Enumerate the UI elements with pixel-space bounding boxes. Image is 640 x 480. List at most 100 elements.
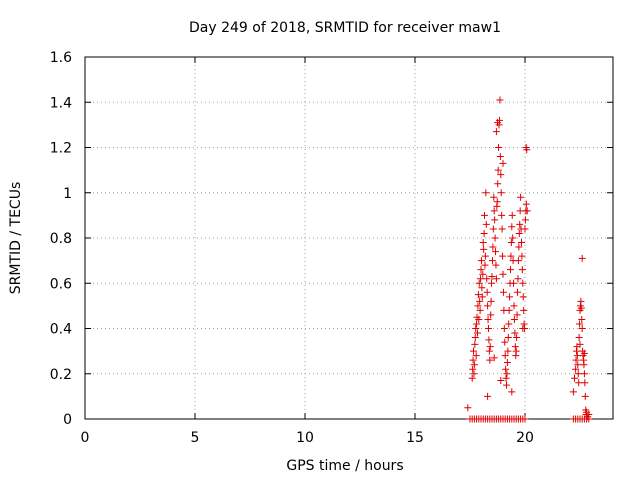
data-point [477,257,485,265]
y-tick-label: 0 [63,412,72,428]
data-point [569,388,577,396]
data-point [498,211,506,219]
x-tick-label: 0 [81,430,90,446]
data-point [494,119,501,127]
data-point [500,325,508,332]
data-point [510,279,518,287]
data-point [513,311,521,319]
data-point [578,315,586,323]
data-point [475,279,483,287]
data-point [514,257,522,265]
data-point [499,270,507,278]
data-point [503,370,511,378]
data-point [575,334,583,342]
data-point [581,379,589,387]
data-point [503,358,511,366]
data-point [511,343,519,351]
data-point [498,225,506,233]
data-point [504,334,512,342]
data-point [468,374,476,382]
data-point [482,220,490,228]
data-point [469,356,477,364]
data-points [464,96,593,423]
data-point [514,288,522,296]
data-point [510,315,518,323]
data-point [490,193,498,201]
data-point [580,370,588,378]
y-tick-label: 1.4 [50,95,72,111]
data-point [506,293,514,301]
data-point [516,220,524,228]
data-point [471,334,479,342]
data-point [485,347,493,355]
data-point [486,343,494,351]
data-point [511,329,519,337]
data-point [519,279,527,287]
data-point [506,266,514,274]
y-tick-label: 1.6 [50,50,72,66]
data-point [484,315,492,323]
data-point [488,279,496,287]
y-tick-label: 0.4 [50,322,72,338]
y-tick-label: 0.2 [50,367,72,383]
data-point [572,365,580,373]
data-point [488,257,496,265]
data-point [515,243,523,251]
data-point [488,272,496,280]
data-point [487,297,495,305]
y-tick-label: 1.2 [50,141,72,157]
data-point [477,266,485,274]
data-point [473,320,481,328]
data-point [497,171,505,179]
x-tick-label: 20 [516,430,534,446]
data-point [504,347,512,355]
data-point [499,252,507,260]
data-point [494,166,502,174]
data-point [484,325,492,332]
data-point [502,365,510,373]
data-point [480,245,488,253]
data-point [481,211,489,219]
data-point [473,329,481,337]
data-point [478,293,486,301]
data-point [492,275,500,283]
data-point [510,302,518,310]
data-point [483,288,491,296]
data-point [514,275,522,283]
data-point [580,361,588,369]
data-point [522,200,530,208]
data-point [521,216,529,224]
data-point [507,252,515,260]
data-point [522,144,530,151]
data-point [482,189,490,197]
data-point [577,304,585,312]
data-point [518,266,526,274]
data-point [490,207,498,215]
data-point [487,311,495,319]
data-point [491,234,499,242]
data-point [576,320,584,328]
data-point [484,302,492,310]
data-point [508,388,516,396]
data-point [479,239,487,247]
data-point [509,234,517,242]
data-point [480,229,488,237]
data-point [523,207,531,215]
data-point [496,153,504,161]
chart-title: Day 249 of 2018, SRMTID for receiver maw… [189,20,501,36]
data-point [479,270,487,278]
data-point [474,291,482,299]
data-point [493,198,501,206]
data-point [576,340,584,348]
x-axis-tick-labels: 0 5 10 15 20 [81,430,534,446]
y-tick-label: 0.8 [50,231,72,247]
data-point [483,275,491,283]
axis-ticks [84,56,613,420]
x-tick-label: 10 [296,430,314,446]
data-point [502,374,510,382]
data-point [469,365,477,373]
data-point [572,356,580,364]
data-point [508,211,516,219]
data-point [520,306,528,314]
data-point [497,377,505,385]
